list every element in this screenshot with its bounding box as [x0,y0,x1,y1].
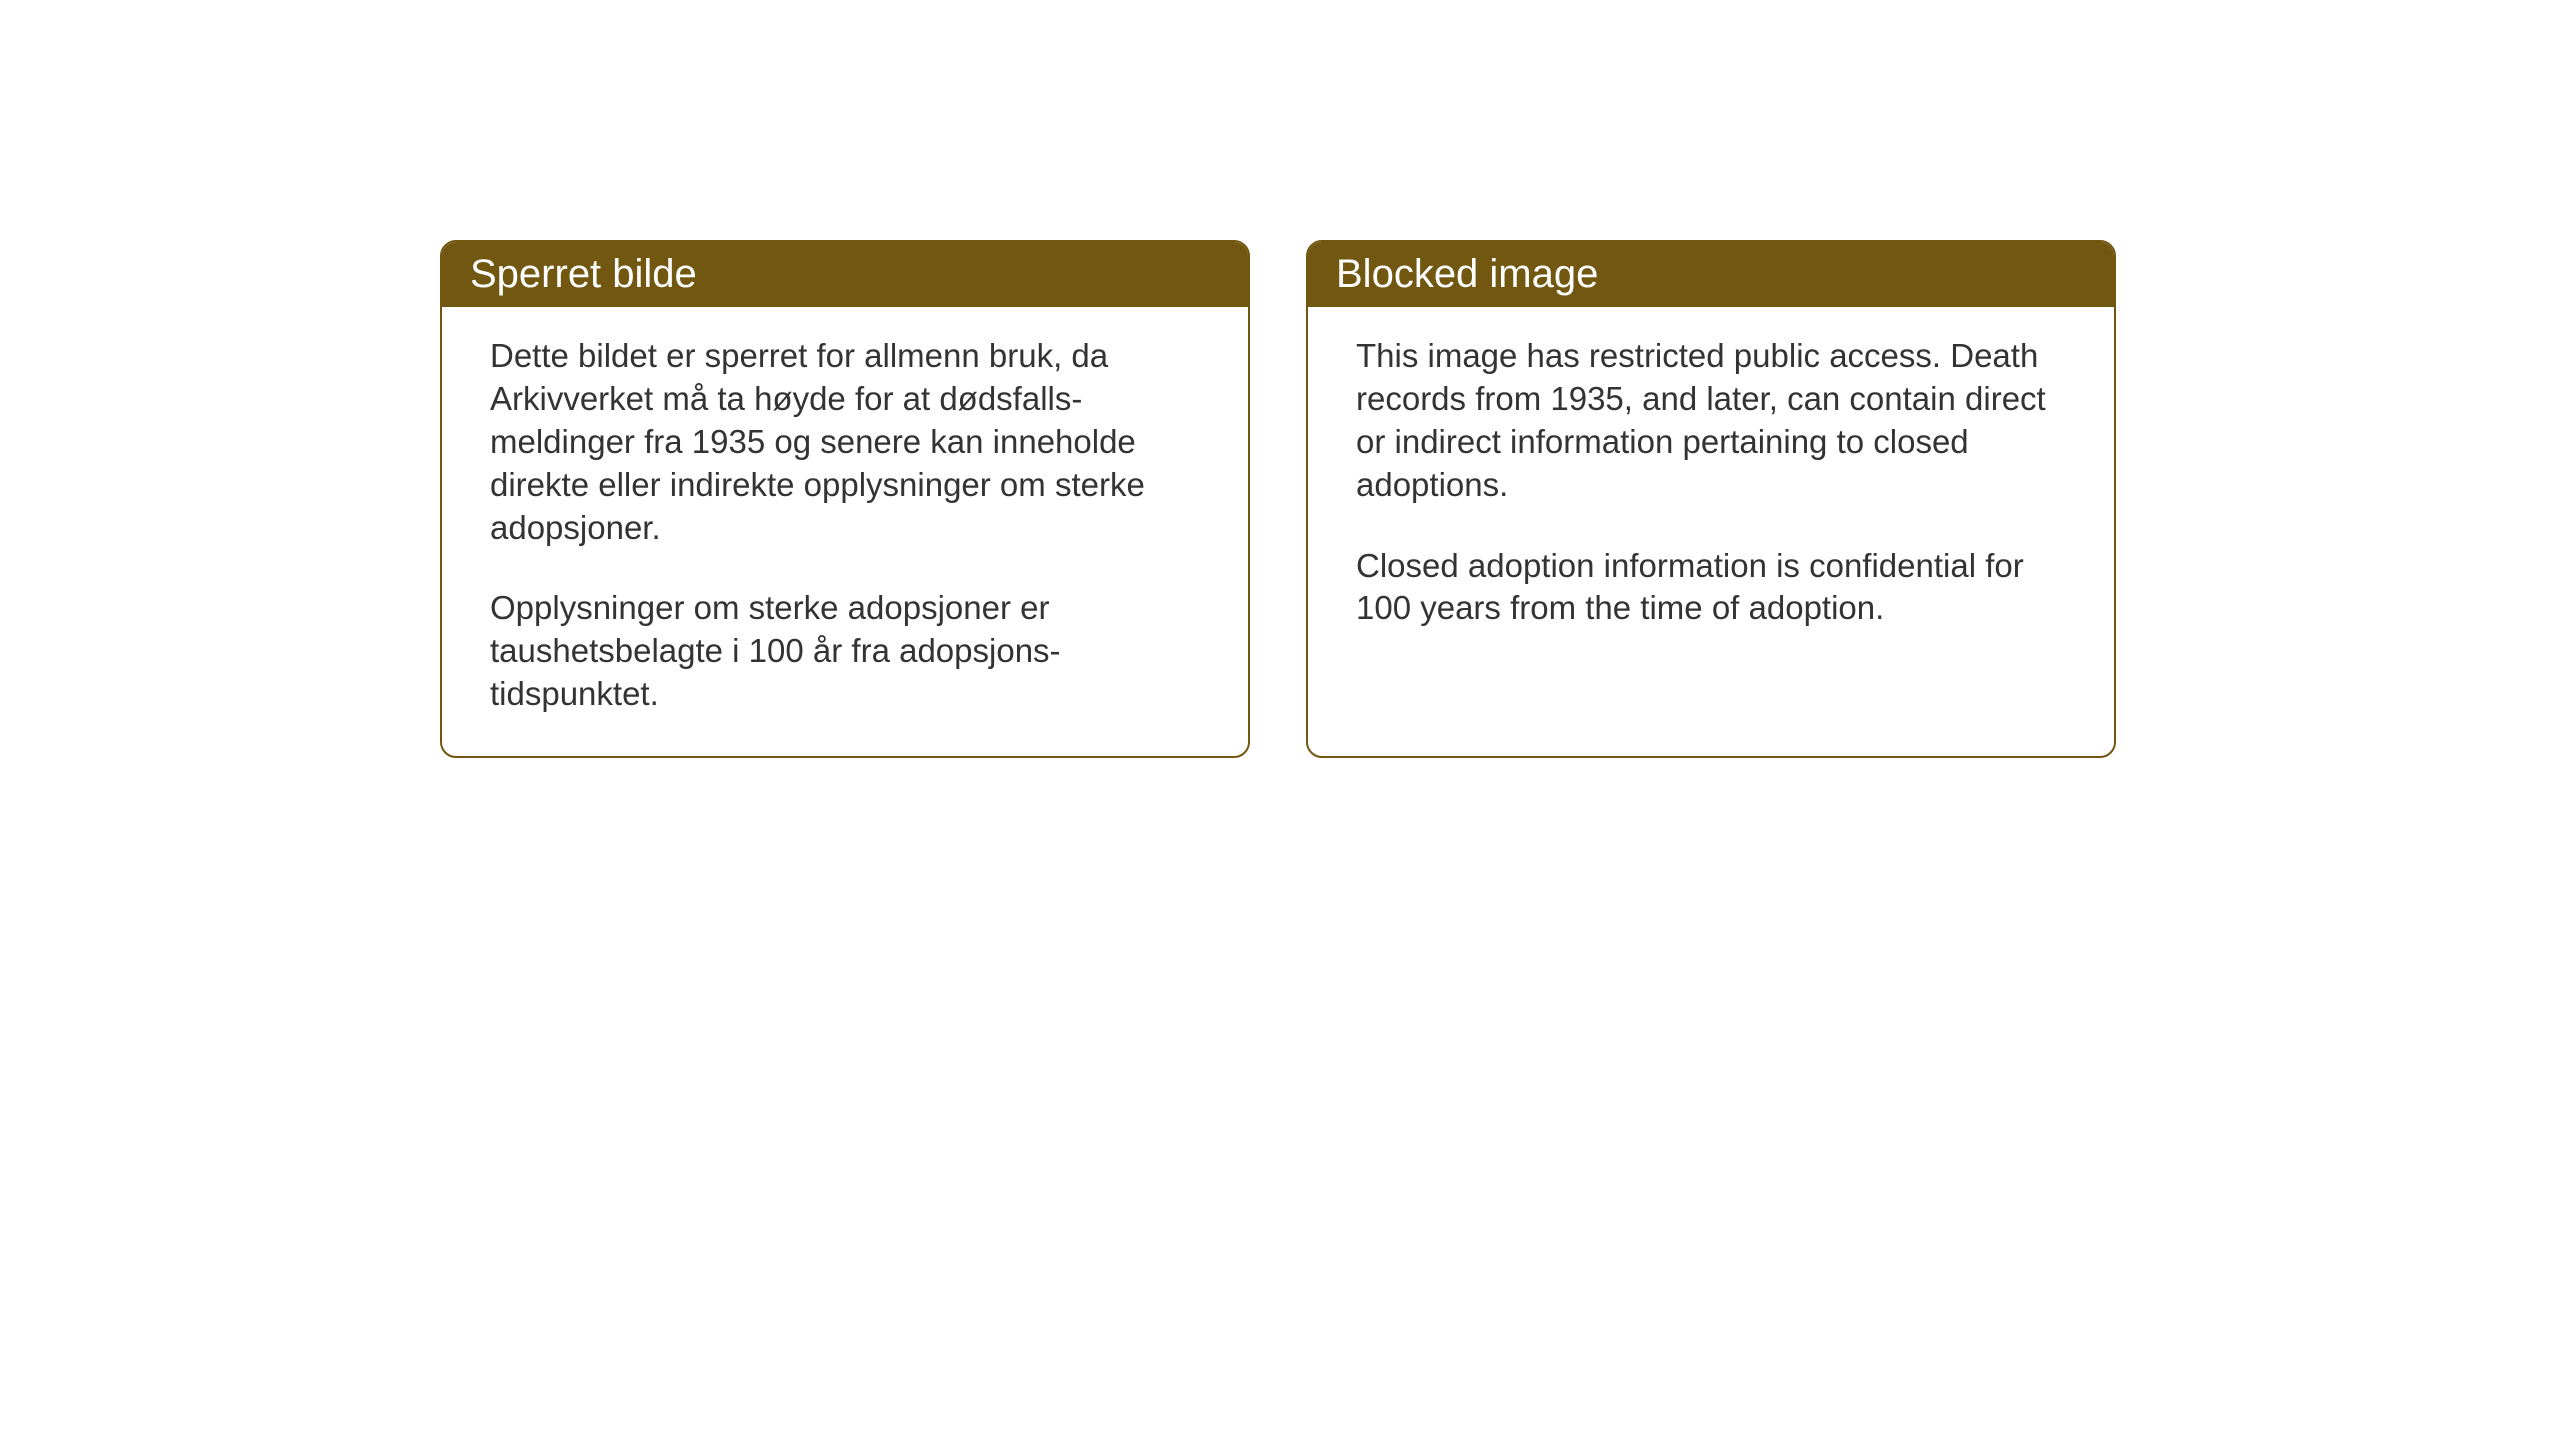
norwegian-card-body: Dette bildet er sperret for allmenn bruk… [442,307,1248,756]
english-paragraph-2: Closed adoption information is confident… [1356,545,2066,631]
norwegian-paragraph-1: Dette bildet er sperret for allmenn bruk… [490,335,1200,549]
norwegian-card-header: Sperret bilde [442,242,1248,307]
english-card-header: Blocked image [1308,242,2114,307]
english-paragraph-1: This image has restricted public access.… [1356,335,2066,507]
english-card-body: This image has restricted public access.… [1308,307,2114,670]
norwegian-paragraph-2: Opplysninger om sterke adopsjoner er tau… [490,587,1200,716]
notice-container: Sperret bilde Dette bildet er sperret fo… [440,240,2116,758]
norwegian-card-title: Sperret bilde [470,252,697,296]
english-card-title: Blocked image [1336,252,1598,296]
english-notice-card: Blocked image This image has restricted … [1306,240,2116,758]
norwegian-notice-card: Sperret bilde Dette bildet er sperret fo… [440,240,1250,758]
